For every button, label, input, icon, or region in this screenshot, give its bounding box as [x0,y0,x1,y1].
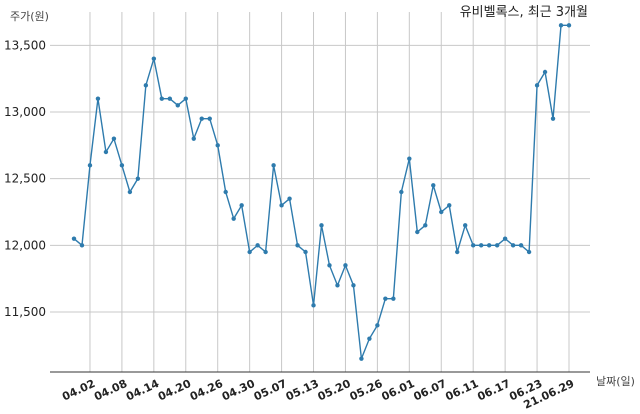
x-tick-label: 06.07 [411,377,448,403]
data-point [143,83,149,88]
x-tick-label: 06.01 [380,377,417,403]
data-point [534,83,540,88]
data-point [279,203,284,208]
data-point [207,116,212,121]
y-tick-label: 13,500 [4,38,46,52]
data-point [439,209,444,215]
data-point [502,236,508,241]
data-point [119,163,125,168]
x-tick-label: 05.13 [284,377,321,403]
x-tick-label: 05.07 [252,377,289,403]
y-tick-label: 12,500 [4,172,46,186]
data-point [127,189,133,195]
y-axis-label: 주가(원) [10,10,49,23]
x-tick-label: 05.26 [348,377,385,404]
data-point [295,243,300,248]
data-point [287,196,292,201]
data-point [383,296,388,301]
data-point [231,216,236,221]
grid-lines [50,12,590,372]
data-point [191,136,196,141]
data-point [327,263,332,268]
data-point [167,96,173,101]
y-tick-label: 11,500 [4,305,46,319]
price-series-line [73,24,569,359]
data-point [470,243,476,248]
data-point [343,263,348,268]
data-point [510,243,516,248]
data-point [135,176,141,181]
data-point [494,243,500,248]
data-point [183,96,188,101]
price-points [71,23,572,361]
data-point [415,229,420,235]
data-point [478,243,484,248]
y-tick-labels: 11,500 12,000 12,500 13,000 13,500 [4,38,46,319]
data-point [223,189,228,195]
x-tick-label: 04.20 [156,377,193,404]
data-point [566,23,572,28]
data-point [95,96,101,101]
data-point [319,223,324,228]
x-tick-label: 06.17 [475,377,512,403]
data-point [542,69,548,75]
data-point [247,249,252,255]
data-point [215,143,220,148]
y-tick-label: 13,000 [4,105,46,119]
x-tick-label: 04.26 [188,377,225,404]
data-point [175,103,180,108]
data-point [375,323,380,328]
data-point [431,183,436,188]
data-point [79,243,85,248]
data-point [367,336,372,341]
data-point [271,163,276,168]
data-point [455,249,460,255]
x-tick-label: 04.30 [220,377,257,404]
data-point [463,223,468,228]
x-axis-label: 날짜(일) [596,374,635,388]
data-point [558,23,564,28]
x-tick-label: 04.02 [60,377,97,403]
data-point [399,189,404,195]
data-point [111,136,117,141]
data-point [351,283,356,288]
data-point [518,243,524,248]
x-tick-labels: 04.0204.0804.1404.2004.2604.3005.0705.13… [60,377,576,412]
data-point [486,243,492,248]
data-point [359,356,364,361]
data-point [71,236,77,241]
data-point [239,203,244,208]
data-point [407,156,412,161]
data-point [263,249,268,255]
data-point [550,116,556,121]
data-point [423,223,428,228]
data-point [391,296,396,301]
data-point [335,283,340,288]
chart-title: 유비벨록스, 최근 3개월 [460,5,588,20]
data-point [311,303,316,308]
data-point [103,149,109,155]
data-point [303,249,308,255]
data-point [199,116,204,121]
y-tick-label: 12,000 [4,238,46,252]
x-tick-label: 04.08 [92,377,129,403]
data-point [447,203,452,208]
data-point [151,56,157,61]
data-point [159,96,165,101]
data-point [87,163,93,168]
x-tick-label: 06.11 [443,377,480,403]
data-point [255,243,260,248]
data-point [526,249,532,255]
x-tick-label: 04.14 [124,377,161,404]
x-tick-label: 05.20 [316,377,353,404]
